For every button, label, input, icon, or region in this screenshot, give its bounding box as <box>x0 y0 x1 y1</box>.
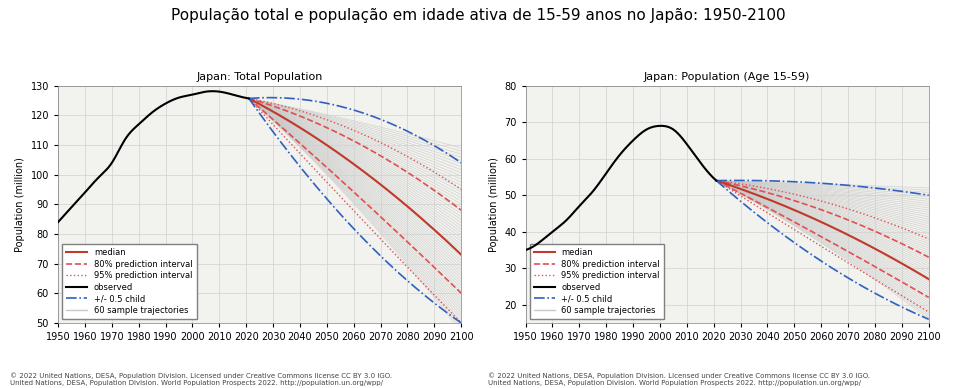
Title: Japan: Total Population: Japan: Total Population <box>197 72 323 82</box>
Legend: median, 80% prediction interval, 95% prediction interval, observed, +/- 0.5 chil: median, 80% prediction interval, 95% pre… <box>530 244 664 319</box>
Title: Japan: Population (Age 15-59): Japan: Population (Age 15-59) <box>644 72 811 82</box>
Legend: median, 80% prediction interval, 95% prediction interval, observed, +/- 0.5 chil: median, 80% prediction interval, 95% pre… <box>62 244 197 319</box>
Y-axis label: Population (million): Population (million) <box>489 157 499 252</box>
Text: População total e população em idade ativa de 15-59 anos no Japão: 1950-2100: População total e população em idade ati… <box>171 8 785 23</box>
Text: © 2022 United Nations, DESA, Population Division. Licensed under Creative Common: © 2022 United Nations, DESA, Population … <box>10 372 392 386</box>
Y-axis label: Population (million): Population (million) <box>15 157 25 252</box>
Text: © 2022 United Nations, DESA, Population Division. Licensed under Creative Common: © 2022 United Nations, DESA, Population … <box>488 372 870 386</box>
